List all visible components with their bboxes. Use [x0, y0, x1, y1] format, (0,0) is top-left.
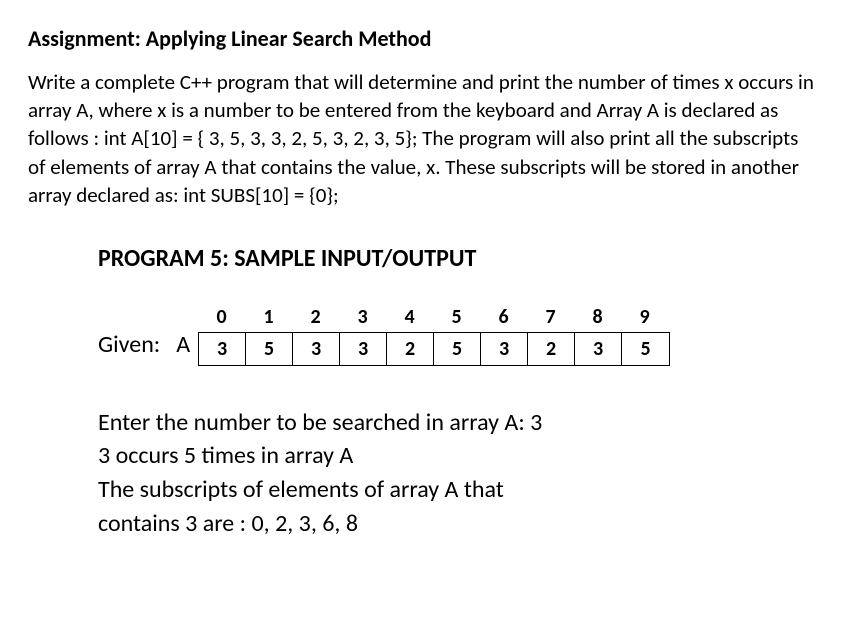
index-cell: 5 [433, 304, 480, 332]
index-row: 0 1 2 3 4 5 6 7 8 9 [198, 304, 670, 332]
value-cell: 3 [481, 333, 528, 365]
value-cell: 5 [622, 333, 669, 365]
value-cell: 3 [293, 333, 340, 365]
output-line: Enter the number to be searched in array… [98, 406, 778, 440]
value-cell: 3 [575, 333, 622, 365]
index-cell: 8 [574, 304, 621, 332]
value-cell: 2 [387, 333, 434, 365]
value-cell: 3 [199, 333, 246, 365]
sample-output: Enter the number to be searched in array… [98, 406, 778, 540]
index-cell: 0 [198, 304, 245, 332]
value-cell: 2 [528, 333, 575, 365]
index-cell: 2 [292, 304, 339, 332]
index-cell: 3 [339, 304, 386, 332]
assignment-paragraph: Write a complete C++ program that will d… [28, 68, 818, 210]
value-cell: 5 [434, 333, 481, 365]
given-row: Given: A 0 1 2 3 4 5 6 7 8 9 3 5 3 3 2 5 [98, 304, 778, 366]
value-cell: 5 [246, 333, 293, 365]
assignment-title: Assignment: Applying Linear Search Metho… [28, 24, 818, 54]
index-cell: 9 [621, 304, 668, 332]
index-cell: 4 [386, 304, 433, 332]
given-label: Given: [98, 329, 160, 365]
array-label: A [176, 329, 190, 365]
output-line: contains 3 are : 0, 2, 3, 6, 8 [98, 507, 778, 541]
output-line: The subscripts of elements of array A th… [98, 473, 778, 507]
index-cell: 6 [480, 304, 527, 332]
sample-subtitle: PROGRAM 5: SAMPLE INPUT/OUTPUT [98, 243, 778, 275]
index-cell: 7 [527, 304, 574, 332]
index-cell: 1 [245, 304, 292, 332]
array-table: 0 1 2 3 4 5 6 7 8 9 3 5 3 3 2 5 3 2 3 [198, 304, 670, 366]
value-row: 3 5 3 3 2 5 3 2 3 5 [198, 332, 670, 366]
sample-section: PROGRAM 5: SAMPLE INPUT/OUTPUT Given: A … [28, 243, 818, 540]
value-cell: 3 [340, 333, 387, 365]
output-line: 3 occurs 5 times in array A [98, 439, 778, 473]
